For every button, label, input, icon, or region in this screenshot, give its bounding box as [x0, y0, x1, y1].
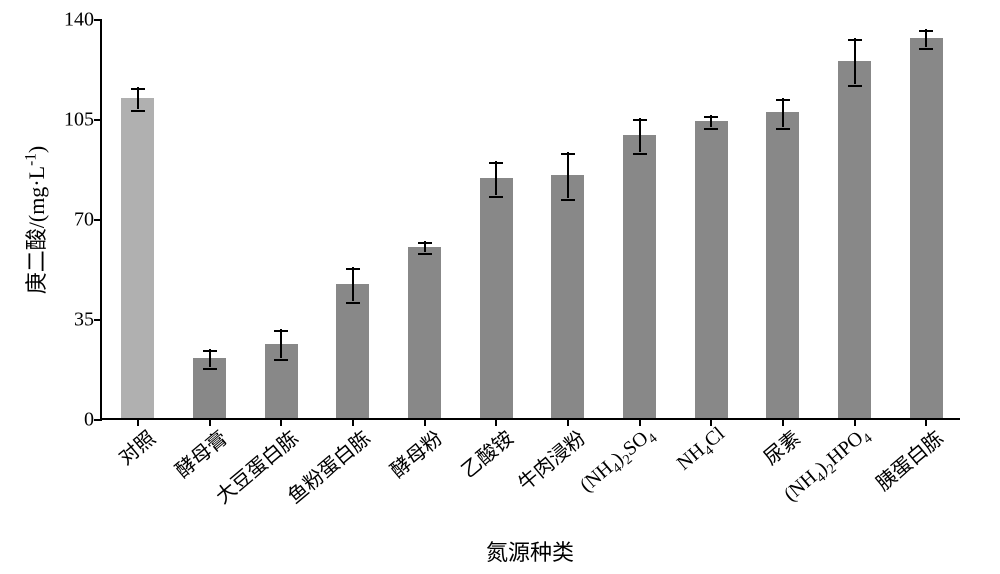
error-cap — [561, 199, 575, 201]
bar — [695, 121, 728, 418]
y-tick-mark — [94, 419, 102, 421]
error-cap — [418, 253, 432, 255]
x-tick-label: 尿素 — [752, 418, 805, 471]
x-tick-label: 胰蛋白胨 — [865, 418, 949, 496]
error-cap — [489, 162, 503, 164]
error-bar — [782, 98, 784, 127]
error-cap — [561, 153, 575, 155]
chart-container: 03570105140对照酵母膏大豆蛋白胨鱼粉蛋白胨酵母粉乙酸铵牛肉浸粉(NH4… — [0, 0, 1000, 574]
error-cap — [203, 368, 217, 370]
y-tick-mark — [94, 119, 102, 121]
y-axis-label: 庚二酸/(mg·L-1) — [19, 146, 51, 294]
error-cap — [131, 110, 145, 112]
error-bar — [639, 118, 641, 152]
x-tick-label: 对照 — [107, 418, 160, 471]
error-cap — [776, 128, 790, 130]
x-tick-label: 牛肉浸粉 — [507, 418, 591, 496]
bar — [336, 284, 369, 418]
plot-area: 03570105140对照酵母膏大豆蛋白胨鱼粉蛋白胨酵母粉乙酸铵牛肉浸粉(NH4… — [100, 20, 960, 420]
error-cap — [848, 85, 862, 87]
error-cap — [274, 330, 288, 332]
error-bar — [854, 38, 856, 84]
error-cap — [919, 48, 933, 50]
error-cap — [203, 350, 217, 352]
bar — [838, 61, 871, 418]
x-tick-label: 酵母粉 — [379, 418, 447, 483]
x-tick-label: NH4Cl — [669, 418, 732, 479]
bar — [121, 98, 154, 418]
error-cap — [919, 30, 933, 32]
x-tick-label: 乙酸铵 — [450, 418, 518, 483]
bar — [480, 178, 513, 418]
bar — [910, 38, 943, 418]
x-axis-label: 氮源种类 — [486, 535, 574, 567]
error-cap — [704, 128, 718, 130]
bar — [551, 175, 584, 418]
bar — [766, 112, 799, 418]
error-cap — [274, 359, 288, 361]
error-bar — [495, 161, 497, 195]
error-cap — [489, 196, 503, 198]
error-bar — [280, 329, 282, 358]
error-cap — [633, 153, 647, 155]
bar — [408, 247, 441, 418]
error-cap — [418, 242, 432, 244]
bar — [623, 135, 656, 418]
error-bar — [352, 267, 354, 301]
y-tick-mark — [94, 19, 102, 21]
error-cap — [346, 268, 360, 270]
error-bar — [137, 87, 139, 110]
error-cap — [346, 302, 360, 304]
error-cap — [131, 88, 145, 90]
x-tick-label: (NH4)2SO4 — [571, 418, 660, 500]
error-cap — [704, 116, 718, 118]
error-bar — [567, 152, 569, 198]
y-tick-mark — [94, 319, 102, 321]
error-cap — [776, 99, 790, 101]
y-tick-mark — [94, 219, 102, 221]
error-cap — [633, 119, 647, 121]
error-cap — [848, 39, 862, 41]
